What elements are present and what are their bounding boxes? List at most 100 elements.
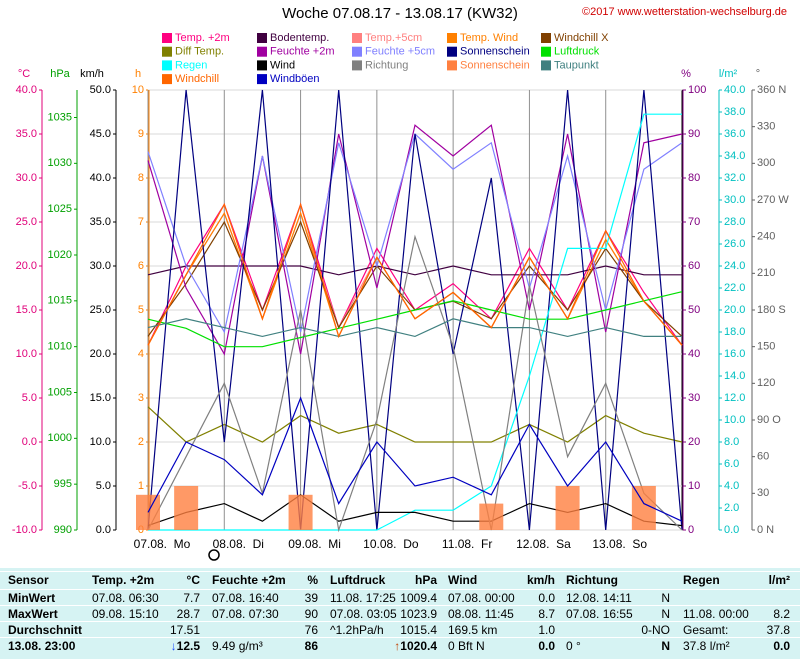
column-unit: km/h	[526, 573, 555, 587]
series-line	[147, 396, 683, 522]
y-tick-label: 0.0	[96, 524, 111, 536]
y-tick-label: 6	[138, 260, 144, 272]
table-row	[0, 589, 800, 606]
y-tick-label: 300	[757, 157, 775, 169]
cell-value: 90	[304, 607, 318, 621]
y-tick-label: 40.0	[16, 84, 37, 96]
y-tick-label: 20	[688, 436, 700, 448]
y-tick-label: 10	[132, 84, 144, 96]
cell-value: N	[661, 591, 670, 605]
table-row	[0, 621, 800, 638]
sunshine-bar	[288, 494, 313, 530]
y-tick-label: 1005	[48, 386, 72, 398]
y-tick-label: 120	[757, 377, 775, 389]
x-tick-label: 12.08. Sa	[516, 537, 571, 551]
row-label: MaxWert	[8, 607, 58, 621]
legend-swatch	[352, 46, 362, 57]
y-tick-label: 30	[688, 392, 700, 404]
cell-text: 07.08. 07:30	[212, 607, 279, 621]
legend-label: Feuchte +5cm	[365, 46, 435, 58]
y-tick-label: 36.0	[724, 128, 745, 140]
cell-text: 37.8 l/m²	[683, 639, 730, 653]
y-tick-label: 12.0	[724, 392, 745, 404]
y-tick-label: 30.0	[90, 260, 111, 272]
chart-title: Woche 07.08.17 - 13.08.17 (KW32)	[282, 5, 518, 22]
legend-label: Luftdruck	[554, 46, 600, 58]
y-tick-label: 20.0	[90, 348, 111, 360]
summary-table: Sensor MinWert MaxWert Durchschnitt 13.08. 2…	[0, 568, 800, 659]
row-label: Durchschnitt	[8, 623, 83, 637]
y-tick-label: 16.0	[724, 348, 745, 360]
y-tick-label: 32.0	[724, 172, 745, 184]
y-tick-label: 34.0	[724, 150, 745, 162]
y-tick-label: 28.0	[724, 216, 745, 228]
sunshine-bar	[631, 486, 656, 530]
y-tick-label: -5.0	[18, 480, 37, 492]
series-line	[147, 494, 683, 527]
y-tick-label: 15.0	[16, 304, 37, 316]
series-line	[147, 291, 683, 348]
axis-unit: h	[135, 68, 141, 80]
legend-label: Windböen	[270, 73, 320, 85]
table-row	[0, 571, 800, 588]
cell-value: N	[661, 639, 670, 653]
row-label: Sensor	[8, 573, 49, 587]
column-title: Temp. +2m	[92, 573, 155, 587]
y-tick-label: 25.0	[16, 216, 37, 228]
cell-value: 8.7	[538, 607, 555, 621]
y-tick-label: 18.0	[724, 326, 745, 338]
y-tick-label: 30	[757, 487, 769, 499]
legend-label: Richtung	[365, 59, 408, 71]
cell-text: 09.08. 15:10	[92, 607, 159, 621]
cell-value: 7.7	[183, 591, 200, 605]
x-tick-label: 11.08. Fr	[442, 537, 492, 551]
moon-icon	[208, 549, 220, 561]
cell-text: 07.08. 03:05	[330, 607, 397, 621]
cell-value: 12.5	[171, 638, 200, 654]
cell-value: 1020.4	[394, 638, 437, 654]
column-title: Feuchte +2m	[212, 573, 286, 587]
column-title: Richtung	[566, 573, 618, 587]
cell-value: 1009.4	[400, 591, 437, 605]
cell-value: 86	[304, 639, 318, 653]
legend-label: Taupunkt	[554, 59, 599, 71]
y-tick-label: 240	[757, 231, 775, 243]
x-tick-label: 13.08. So	[592, 537, 647, 551]
y-tick-label: 50.0	[90, 84, 111, 96]
y-tick-label: 60	[688, 260, 700, 272]
cell-text: Gesamt:	[683, 623, 729, 637]
legend-label: Temp. Wind	[460, 32, 518, 44]
y-tick-label: 1	[138, 480, 144, 492]
y-tick-label: 90	[688, 128, 700, 140]
series-line	[147, 89, 683, 531]
legend-swatch	[447, 60, 457, 71]
y-tick-label: 8	[138, 172, 144, 184]
y-tick-label: 40	[688, 348, 700, 360]
axis-unit: °C	[18, 68, 30, 80]
y-tick-label: 9	[138, 128, 144, 140]
row-label: 13.08. 23:00	[8, 639, 76, 653]
y-tick-label: 1010	[48, 341, 72, 353]
sunshine-bar	[555, 486, 580, 530]
y-tick-label: 360 N	[757, 84, 786, 96]
y-tick-label: 35.0	[16, 128, 37, 140]
y-tick-label: 6.0	[724, 458, 739, 470]
legend-swatch	[162, 60, 172, 71]
y-tick-label: 24.0	[724, 260, 745, 272]
series-line	[147, 202, 683, 346]
legend-swatch	[257, 46, 267, 57]
legend-swatch	[257, 74, 267, 85]
y-tick-label: 10.0	[16, 348, 37, 360]
legend-label: Wind	[270, 59, 295, 71]
legend-swatch	[541, 33, 551, 43]
y-tick-label: 150	[757, 341, 775, 353]
x-tick-label: 10.08. Do	[363, 537, 419, 551]
cell-value: 17.51	[169, 623, 200, 637]
cell-value: 0.0	[773, 639, 790, 653]
column-unit: °C	[186, 573, 200, 587]
y-tick-label: 5.0	[22, 392, 37, 404]
legend-label: Sonnenschein	[460, 59, 530, 71]
cell-text: 07.08. 06:30	[92, 591, 159, 605]
legend-swatch	[257, 33, 267, 43]
